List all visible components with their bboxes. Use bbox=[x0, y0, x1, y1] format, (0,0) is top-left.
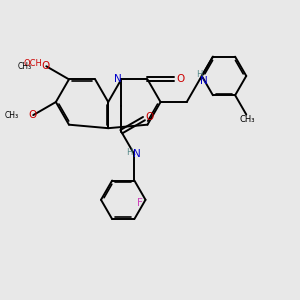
Text: H: H bbox=[126, 148, 132, 158]
Text: F: F bbox=[137, 198, 143, 208]
Text: O: O bbox=[42, 61, 50, 71]
Text: N: N bbox=[200, 76, 208, 86]
Text: O: O bbox=[176, 74, 184, 84]
Text: O: O bbox=[146, 112, 154, 122]
Text: OCH: OCH bbox=[24, 59, 43, 68]
Text: CH₃: CH₃ bbox=[4, 111, 19, 120]
Text: N: N bbox=[134, 149, 141, 159]
Text: CH₃: CH₃ bbox=[18, 62, 32, 71]
Text: CH₃: CH₃ bbox=[240, 115, 256, 124]
Text: N: N bbox=[114, 74, 122, 84]
Text: H: H bbox=[196, 70, 203, 80]
Text: O: O bbox=[28, 110, 37, 120]
